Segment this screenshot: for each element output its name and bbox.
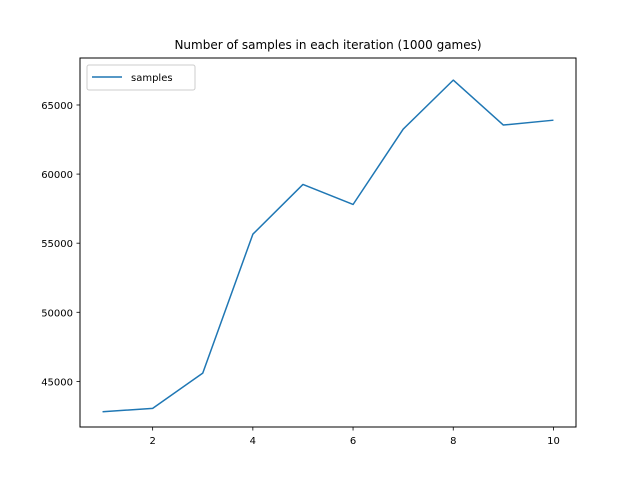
x-tick-label: 10 xyxy=(547,436,560,447)
x-tick-label: 4 xyxy=(250,436,256,447)
x-tick-label: 6 xyxy=(350,436,356,447)
series-layer xyxy=(102,79,554,413)
x-axis: 2 4 6 8 10 xyxy=(149,427,560,447)
x-tick-label: 8 xyxy=(450,436,456,447)
series-line-samples xyxy=(102,79,554,413)
y-axis: 45000 50000 55000 60000 65000 xyxy=(41,101,80,388)
legend-label-samples: samples xyxy=(131,73,173,84)
legend-box xyxy=(86,64,196,91)
legend: samples xyxy=(86,64,196,91)
x-tick-label: 2 xyxy=(149,436,155,447)
plot-area-frame xyxy=(79,57,577,428)
y-tick-label: 55000 xyxy=(41,239,73,250)
chart-title: Number of samples in each iteration (100… xyxy=(174,38,481,52)
y-tick-label: 45000 xyxy=(41,377,73,388)
y-tick-label: 65000 xyxy=(41,101,73,112)
y-tick-label: 50000 xyxy=(41,308,73,319)
y-tick-label: 60000 xyxy=(41,170,73,181)
